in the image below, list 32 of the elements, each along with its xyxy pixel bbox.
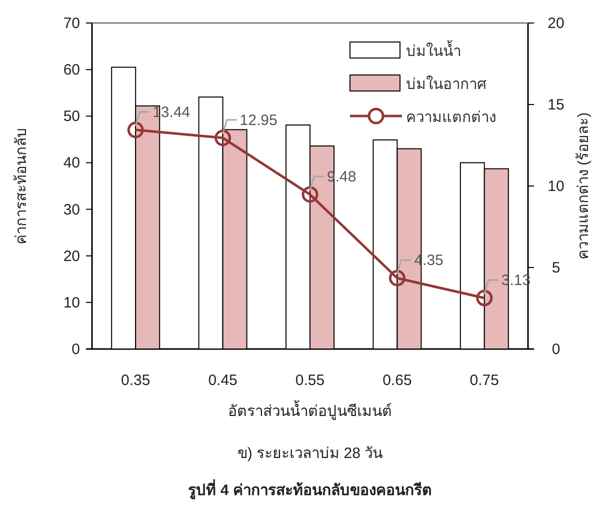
legend-label: บ่มในน้ำ [406, 40, 461, 60]
x-tick-label: 0.65 [382, 372, 412, 389]
y2-tick-label: 0 [552, 341, 560, 358]
y-tick-label: 10 [63, 294, 80, 312]
y2-axis-title: ความแตกต่าง (ร้อยละ) [575, 112, 592, 260]
y-tick-label: 0 [72, 341, 80, 358]
y2-tick-label: 15 [548, 96, 564, 114]
y2-tick-label: 5 [552, 260, 560, 276]
y-tick-label: 50 [63, 108, 80, 126]
point [476, 290, 493, 306]
legend-label: ความแตกต่าง [406, 109, 496, 126]
y-tick-label: 30 [63, 201, 80, 218]
point [127, 122, 144, 138]
point [388, 270, 406, 286]
y2-tick-label: 10 [548, 178, 564, 195]
point [302, 186, 318, 203]
y-tick-label: 60 [63, 62, 80, 79]
x-tick-label: 0.75 [470, 372, 499, 389]
y-tick-label: 70 [63, 15, 80, 32]
legend-label: บ่มในอากาศ [406, 75, 487, 93]
text: ข) ระยะเวลาบ่ม 28 วัน [237, 445, 383, 462]
y2-tick-label: 20 [548, 15, 564, 32]
y-axis-title: ค่าการสะท้อนกลับ [13, 128, 30, 244]
x-tick-label: 0.55 [295, 372, 325, 389]
x-tick-label: 0.45 [208, 372, 238, 389]
point [214, 130, 232, 146]
text: รูปที่ 4 ค่าการสะท้อนกลับของคอนกรีต [188, 479, 432, 500]
data-label: 12.95 [240, 112, 278, 129]
y-tick-label: 40 [63, 154, 80, 172]
y-tick-label: 20 [63, 248, 80, 265]
x-tick-label: 0.35 [121, 372, 150, 389]
x-axis-title: อัตราส่วนน้ำต่อปูนซีเมนต์ [228, 400, 392, 420]
